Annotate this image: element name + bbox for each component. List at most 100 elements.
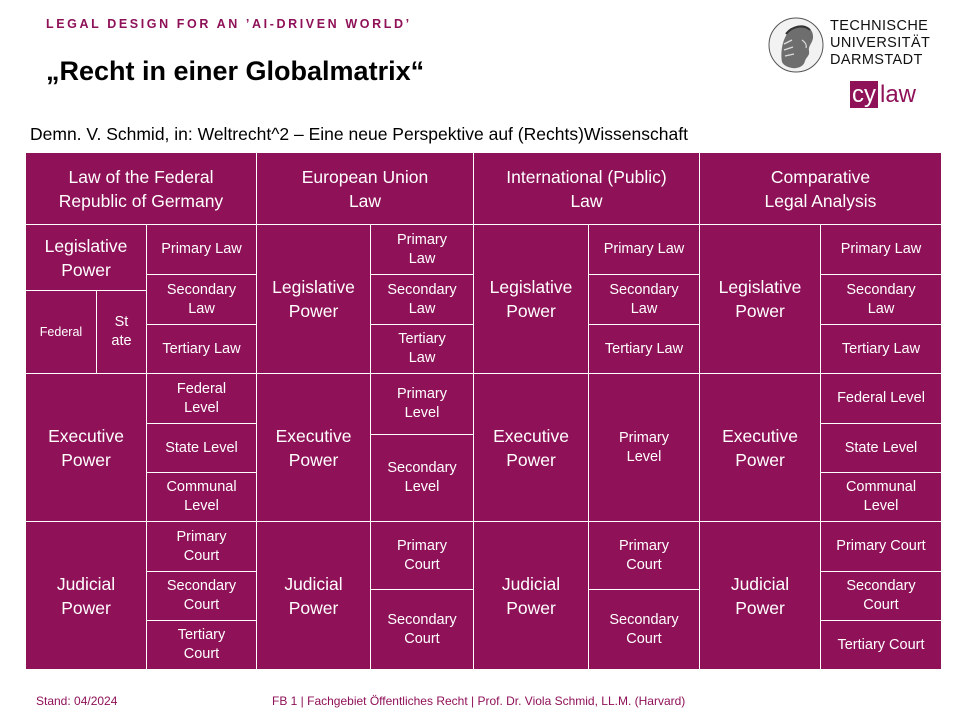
comp-secondary-court: Secondary Court xyxy=(821,572,942,621)
de-state-label: St ate xyxy=(97,291,147,374)
intl-legislative-power: Legislative Power xyxy=(474,225,589,374)
cell-text: Secondary Court xyxy=(166,578,237,613)
intl-executive-power: Executive Power xyxy=(474,374,589,522)
cell-text: Secondary Law xyxy=(846,281,916,317)
intl-primary-law: Primary Law xyxy=(589,225,700,275)
cell-text: Communal Level xyxy=(166,479,237,514)
cell-text: St ate xyxy=(111,314,132,349)
cylaw-logo: cy law xyxy=(850,80,916,110)
de-primary-court: Primary Court xyxy=(147,522,257,572)
de-federal-level: Federal Level xyxy=(147,374,257,424)
cell-text: Federal Level xyxy=(176,380,227,416)
cell-text: Legislative Power xyxy=(272,277,355,321)
intl-secondary-law: Secondary Law xyxy=(589,275,700,325)
cell-text: Judicial Power xyxy=(730,573,790,618)
cell-text: Federal Level xyxy=(837,390,925,406)
comp-tertiary-law: Tertiary Law xyxy=(821,325,942,374)
cell-text: Primary Court xyxy=(619,537,669,573)
cell-text: Legislative Power xyxy=(718,277,802,321)
eu-legislative-power: Legislative Power xyxy=(257,225,371,374)
de-communal-level: Communal Level xyxy=(147,473,257,522)
cell-text: Secondary Law xyxy=(166,281,237,317)
cell-text: Primary Law xyxy=(397,231,447,267)
eu-primary-court: Primary Court xyxy=(371,522,474,590)
intl-tertiary-law: Tertiary Law xyxy=(589,325,700,374)
cell-text: Secondary Court xyxy=(846,578,916,613)
comp-primary-law: Primary Law xyxy=(821,225,942,275)
eu-secondary-court: Secondary Court xyxy=(371,590,474,670)
cell-text: Judicial Power xyxy=(56,573,116,618)
kicker-heading: LEGAL DESIGN FOR AN ’AI-DRIVEN WORLD’ xyxy=(46,17,412,31)
cell-text: Primary Court xyxy=(836,538,926,554)
tu-darmstadt-logo: TECHNISCHE UNIVERSITÄT DARMSTADT cy law xyxy=(768,14,938,114)
comp-executive-power: Executive Power xyxy=(700,374,821,522)
cell-text: Tertiary Court xyxy=(177,627,226,662)
footer-date: Stand: 04/2024 xyxy=(36,694,118,708)
de-federal-label: Federal xyxy=(26,291,97,374)
cylaw-cy: cy xyxy=(850,81,878,108)
eu-secondary-law: Secondary Law xyxy=(371,275,474,325)
cylaw-law: law xyxy=(880,81,917,108)
intl-primary-level: Primary Level xyxy=(589,374,700,522)
cell-text: Secondary Law xyxy=(387,281,457,317)
eu-tertiary-law: Tertiary Law xyxy=(371,325,474,374)
cell-text: Secondary Law xyxy=(609,281,679,317)
cell-text: Executive Power xyxy=(493,425,569,470)
cell-text: Legislative Power xyxy=(489,277,573,321)
cell-text: Tertiary Law xyxy=(841,340,921,357)
cell-text: Judicial Power xyxy=(284,573,343,618)
comp-judicial-power: Judicial Power xyxy=(700,522,821,670)
cell-text: Secondary Level xyxy=(387,460,457,495)
de-secondary-court: Secondary Court xyxy=(147,572,257,621)
de-judicial-power: Judicial Power xyxy=(26,522,147,670)
header-federal-germany: Law of the Federal Republic of Germany xyxy=(26,153,257,225)
slide-title: „Recht in einer Globalmatrix“ xyxy=(46,56,425,86)
eu-primary-level: Primary Level xyxy=(371,374,474,435)
cell-text: Secondary Court xyxy=(609,611,679,647)
logo-line-technische: TECHNISCHE xyxy=(830,18,929,34)
cell-text: Primary Law xyxy=(840,241,922,257)
athena-head-icon xyxy=(768,17,824,73)
eu-executive-power: Executive Power xyxy=(257,374,371,522)
cell-text: Comparative Legal Analysis xyxy=(764,166,877,211)
footer-credit: FB 1 | Fachgebiet Öffentliches Recht | P… xyxy=(272,694,686,708)
header-european-union: European Union Law xyxy=(257,153,474,225)
cell-text: State Level xyxy=(165,439,238,456)
eu-primary-law: Primary Law xyxy=(371,225,474,275)
logo-line-darmstadt: DARMSTADT xyxy=(830,52,923,68)
de-tertiary-law: Tertiary Law xyxy=(147,325,257,374)
cell-text: International (Public) Law xyxy=(506,166,667,211)
comp-secondary-law: Secondary Law xyxy=(821,275,942,325)
cell-text: Executive Power xyxy=(722,425,798,470)
cell-text: Primary Court xyxy=(397,537,447,573)
comp-federal-level: Federal Level xyxy=(821,374,942,424)
cell-text: Primary Level xyxy=(397,386,447,421)
de-state-level: State Level xyxy=(147,424,257,473)
cell-text: Communal Level xyxy=(845,479,917,514)
slide-subtitle: Demn. V. Schmid, in: Weltrecht^2 – Eine … xyxy=(30,124,688,144)
cell-text: Primary Level xyxy=(619,429,669,465)
de-secondary-law: Secondary Law xyxy=(147,275,257,325)
de-executive-power: Executive Power xyxy=(26,374,147,522)
cell-text: Tertiary Law xyxy=(162,340,241,357)
intl-primary-court: Primary Court xyxy=(589,522,700,590)
de-tertiary-court: Tertiary Court xyxy=(147,621,257,670)
cell-text: Law of the Federal Republic of Germany xyxy=(58,166,224,211)
header-international-law: International (Public) Law xyxy=(474,153,700,225)
cell-text: European Union Law xyxy=(301,166,429,211)
comp-communal-level: Communal Level xyxy=(821,473,942,522)
comp-primary-court: Primary Court xyxy=(821,522,942,572)
cell-text: Tertiary Law xyxy=(398,331,446,366)
intl-judicial-power: Judicial Power xyxy=(474,522,589,670)
cell-text: Primary Law xyxy=(603,241,685,257)
comp-tertiary-court: Tertiary Court xyxy=(821,621,942,670)
header-comparative-analysis: Comparative Legal Analysis xyxy=(700,153,942,225)
comp-state-level: State Level xyxy=(821,424,942,473)
cell-text: Tertiary Law xyxy=(604,340,684,357)
cell-text: Executive Power xyxy=(275,425,352,470)
cell-text: Federal xyxy=(39,324,83,339)
comp-legislative-power: Legislative Power xyxy=(700,225,821,374)
eu-judicial-power: Judicial Power xyxy=(257,522,371,670)
cell-text: Primary Court xyxy=(176,528,227,564)
cell-text: Secondary Court xyxy=(387,611,457,647)
